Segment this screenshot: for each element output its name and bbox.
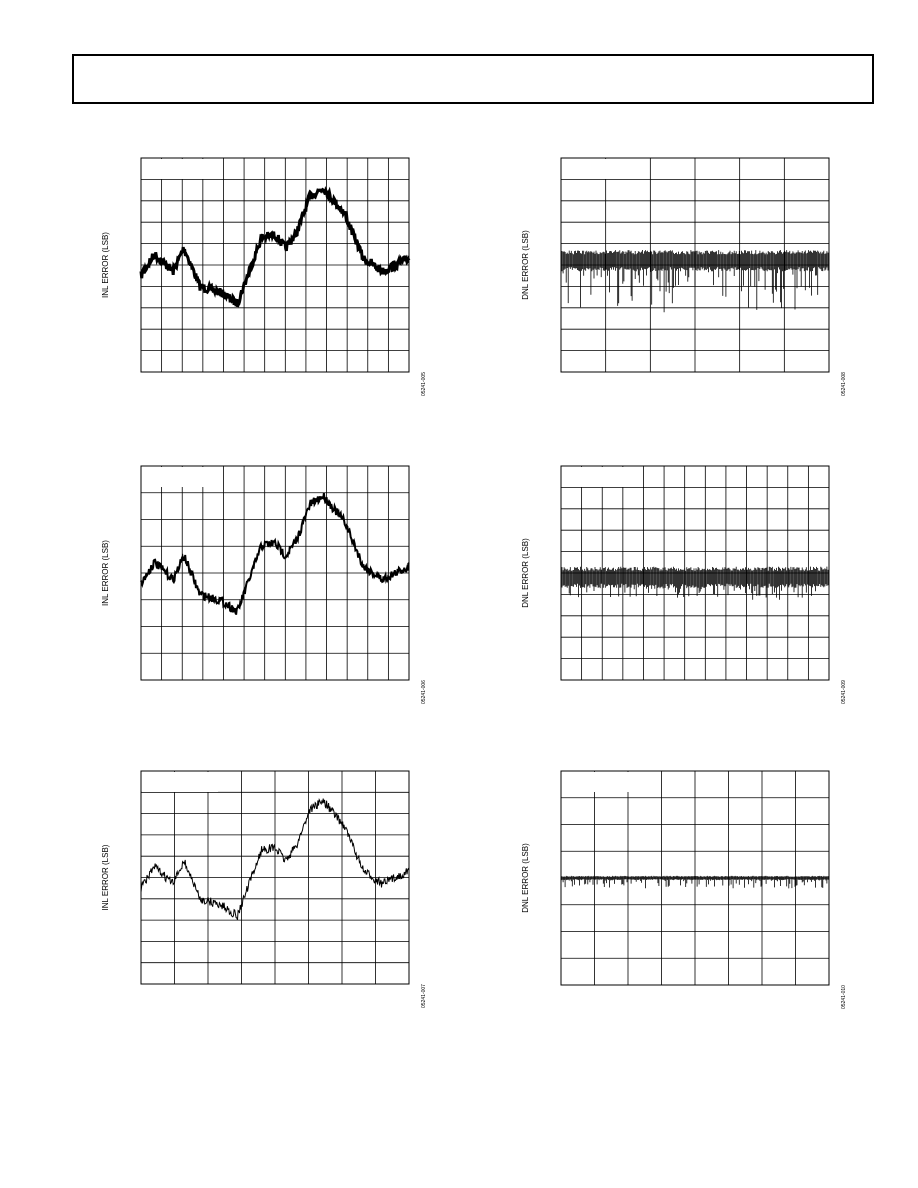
figure-code: 05241-005 bbox=[421, 372, 427, 396]
y-axis-label: DNL ERROR (LSB) bbox=[521, 538, 530, 608]
legend-blank bbox=[142, 467, 218, 487]
figure-code: 05241-009 bbox=[841, 680, 847, 704]
legend-blank bbox=[562, 159, 638, 179]
dnl-trace bbox=[560, 250, 830, 313]
dnl-trace bbox=[560, 875, 830, 889]
inl-curve bbox=[139, 185, 411, 308]
figure-code: 05241-007 bbox=[421, 984, 427, 1008]
figure-code: 05241-008 bbox=[841, 372, 847, 396]
y-axis-label: INL ERROR (LSB) bbox=[101, 232, 110, 298]
dnl-trace bbox=[560, 566, 830, 600]
inl-curve bbox=[140, 797, 410, 921]
legend-blank bbox=[142, 772, 218, 792]
figure-code: 05241-010 bbox=[841, 985, 847, 1009]
y-axis-label: INL ERROR (LSB) bbox=[101, 540, 110, 606]
y-axis-label: DNL ERROR (LSB) bbox=[521, 843, 530, 913]
legend-blank bbox=[562, 772, 638, 792]
y-axis-label: INL ERROR (LSB) bbox=[101, 844, 110, 910]
header-box bbox=[72, 54, 874, 104]
figure-code: 05241-006 bbox=[421, 680, 427, 704]
legend-blank bbox=[562, 467, 638, 487]
inl-curve bbox=[140, 492, 410, 615]
y-axis-label: DNL ERROR (LSB) bbox=[521, 230, 530, 300]
legend-blank bbox=[142, 159, 218, 179]
